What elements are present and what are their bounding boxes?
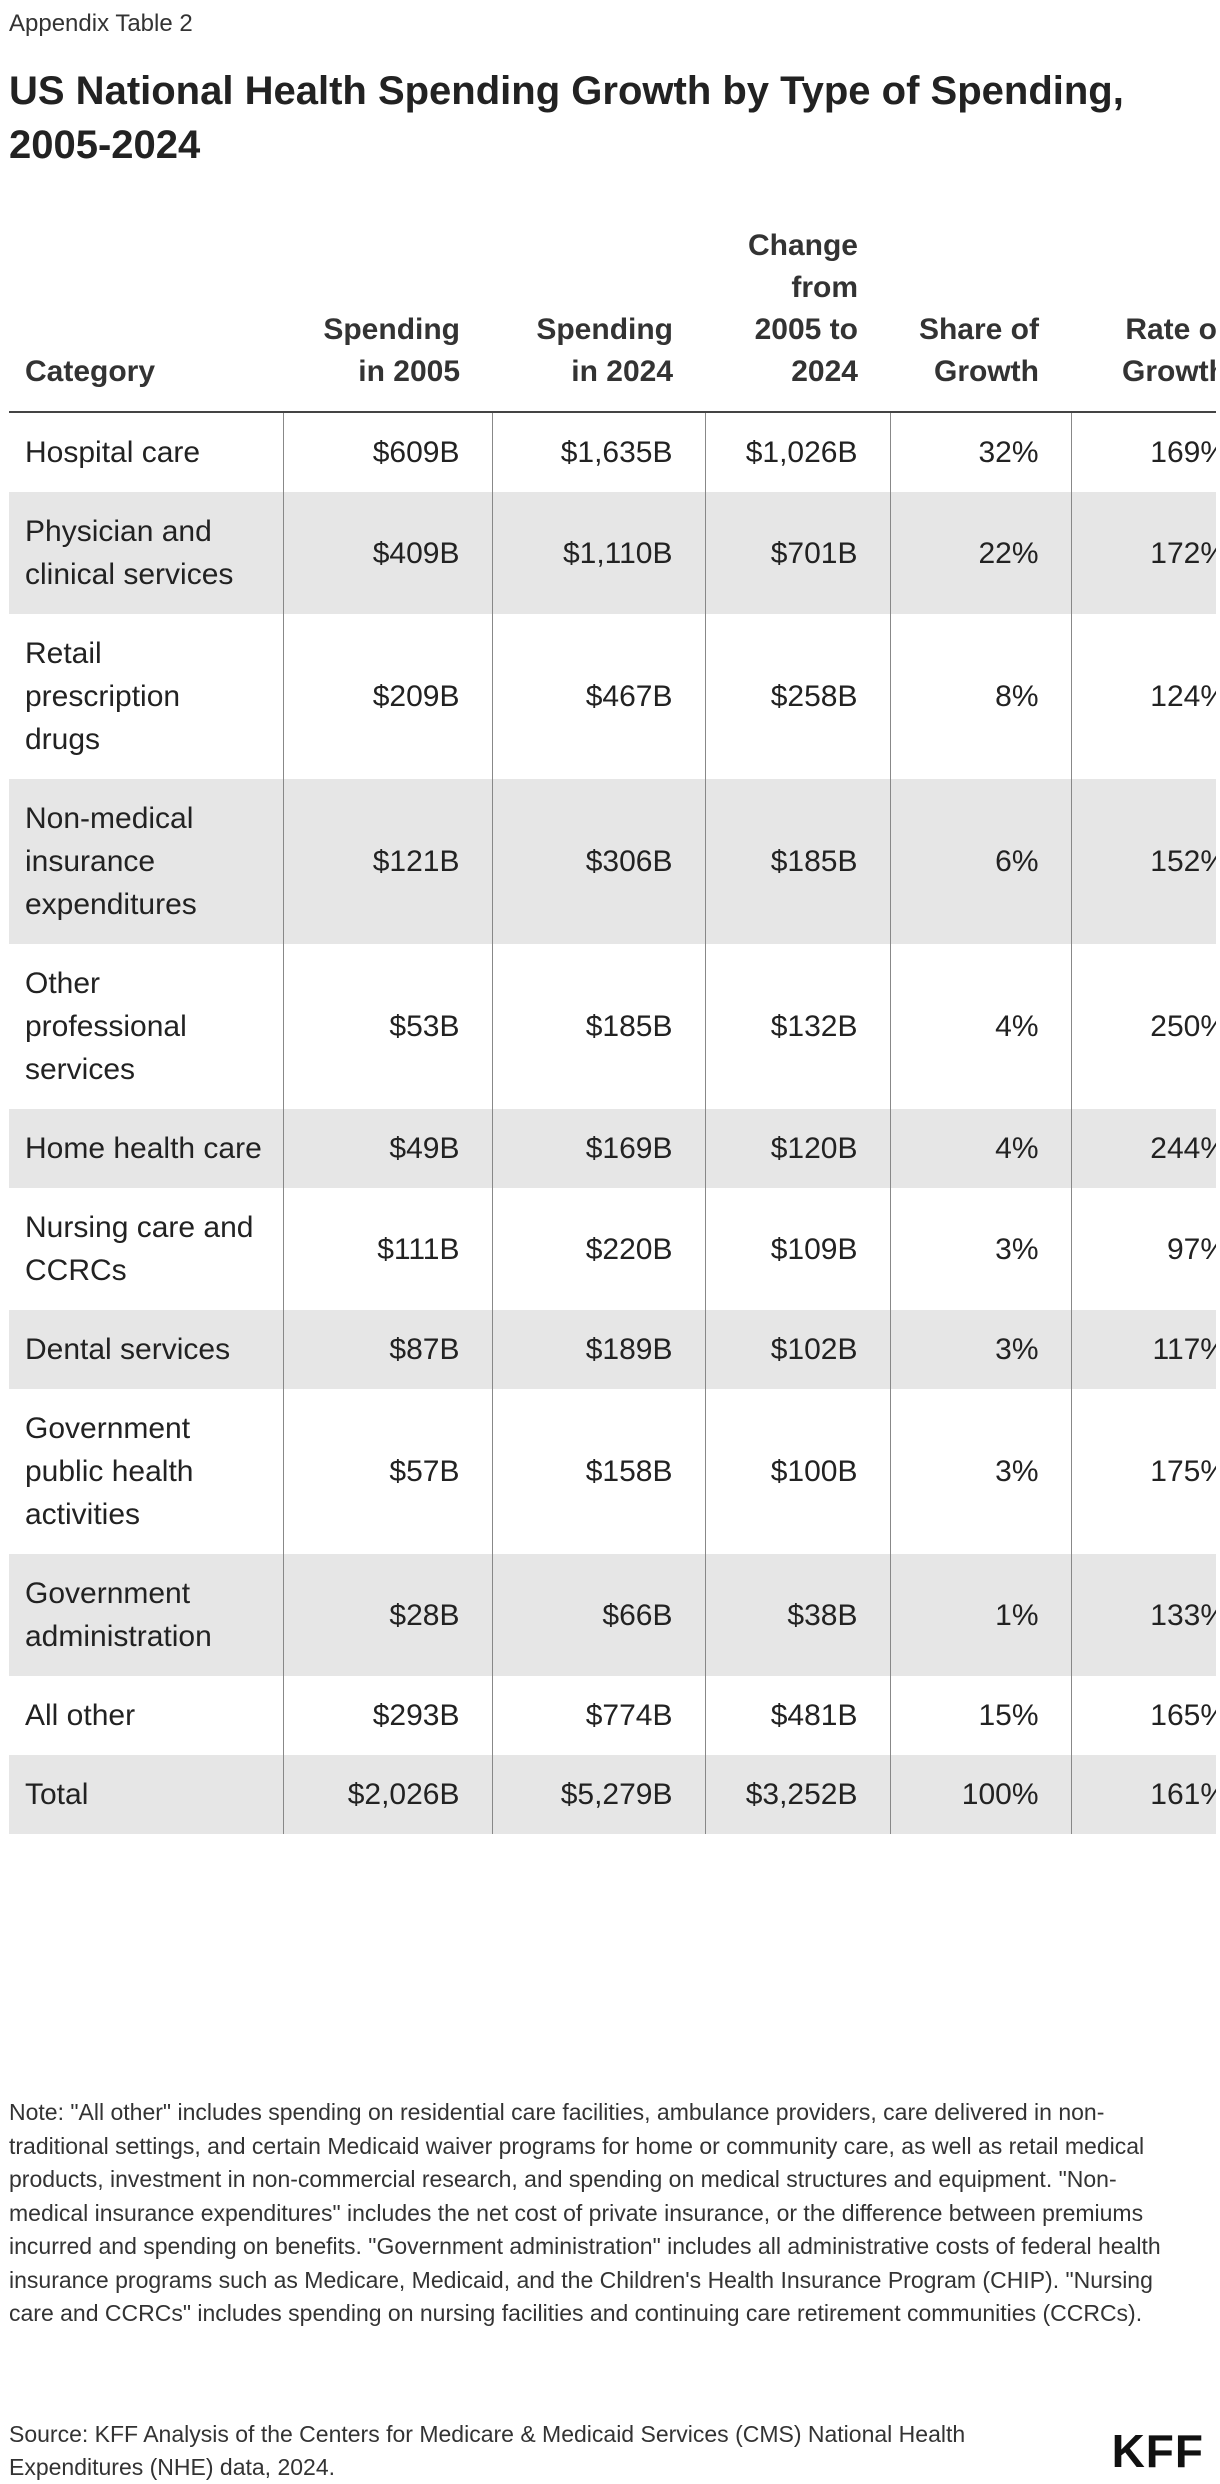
table-row: Physician and clinical services $409B $1,1… — [9, 492, 1216, 614]
table-row: Nursing care and CCRCs $111B $220B $109B 3% 9… — [9, 1188, 1216, 1310]
value-cell: 8% — [889, 614, 1071, 779]
category-cell: All other — [25, 1699, 136, 1732]
value-cell: $1,110B — [491, 492, 705, 614]
value-cell: $87B — [282, 1310, 492, 1389]
value-cell: 161% — [1070, 1755, 1216, 1834]
value-cell: $2,026B — [282, 1755, 492, 1834]
value-cell: $66B — [491, 1554, 705, 1676]
value-cell: $53B — [282, 944, 492, 1109]
value-cell: $258B — [704, 614, 890, 779]
category-cell: Dental services — [9, 1310, 283, 1389]
value-cell: $158B — [491, 1389, 705, 1554]
value-cell: 32% — [889, 412, 1071, 492]
value-cell: $109B — [704, 1188, 890, 1310]
table-title: US National Health Spending Growth by Ty… — [9, 69, 1124, 167]
value-cell: 175% — [1070, 1389, 1216, 1554]
table-row: Non-medical insurance expenditures $121B $… — [9, 779, 1216, 944]
value-cell: $293B — [282, 1676, 492, 1755]
value-cell: 165% — [1070, 1676, 1216, 1755]
value-cell: $38B — [704, 1554, 890, 1676]
value-cell: $3,252B — [704, 1755, 890, 1834]
value-cell: 97% — [1070, 1188, 1216, 1310]
category-cell: Physician and clinical services — [9, 492, 283, 614]
value-cell: 1% — [889, 1554, 1071, 1676]
table-label: Appendix Table 2 — [9, 10, 193, 37]
value-cell: 4% — [889, 1109, 1071, 1188]
table-row: Retail prescription drugs $209B $467B $258B… — [9, 614, 1216, 779]
value-cell: $5,279B — [491, 1755, 705, 1834]
category-cell: Hospital care — [25, 436, 201, 469]
category-cell: Nursing care and CCRCs — [25, 1211, 254, 1287]
value-cell: $220B — [491, 1188, 705, 1310]
value-cell: $189B — [491, 1310, 705, 1389]
value-cell: $609B — [282, 412, 492, 492]
category-cell: Non-medical insurance expenditures — [9, 779, 283, 944]
value-cell: $169B — [491, 1109, 705, 1188]
value-cell: 3% — [889, 1389, 1071, 1554]
data-table: Category Spending in 2005 Spending in 2024… — [9, 225, 1216, 1834]
value-cell: $306B — [491, 779, 705, 944]
value-cell: 22% — [889, 492, 1071, 614]
value-cell: $57B — [282, 1389, 492, 1554]
table-container: Category Spending in 2005 Spending in 2024… — [9, 225, 1216, 1834]
column-header: Change from 2005 to 2024 — [705, 225, 890, 413]
column-header: Rate of Growth — [1071, 225, 1216, 413]
category-cell: Retail prescription drugs — [25, 637, 181, 756]
value-cell: $185B — [491, 944, 705, 1109]
column-header: Share of Growth — [890, 225, 1071, 413]
header-row: Category Spending in 2005 Spending in 2024… — [9, 225, 1216, 413]
value-cell: 6% — [889, 779, 1071, 944]
value-cell: $409B — [282, 492, 492, 614]
value-cell: $209B — [282, 614, 492, 779]
logo: KFF — [1111, 2425, 1204, 2477]
category-cell: Total — [9, 1755, 283, 1834]
column-header: Spending in 2024 — [492, 225, 705, 413]
value-cell: 133% — [1070, 1554, 1216, 1676]
category-cell: Other professional services — [25, 967, 187, 1086]
value-cell: 3% — [889, 1188, 1071, 1310]
value-cell: 124% — [1070, 614, 1216, 779]
column-header: Category — [9, 225, 283, 413]
value-cell: $111B — [282, 1188, 492, 1310]
value-cell: $774B — [491, 1676, 705, 1755]
value-cell: $467B — [491, 614, 705, 779]
value-cell: $100B — [704, 1389, 890, 1554]
value-cell: 117% — [1070, 1310, 1216, 1389]
value-cell: 152% — [1070, 779, 1216, 944]
category-cell: Government public health activities — [25, 1412, 194, 1531]
value-cell: 15% — [889, 1676, 1071, 1755]
value-cell: 100% — [889, 1755, 1071, 1834]
value-cell: $132B — [704, 944, 890, 1109]
value-cell: 169% — [1070, 412, 1216, 492]
value-cell: 250% — [1070, 944, 1216, 1109]
note: Note: "All other" includes spending on r… — [9, 2099, 1161, 2326]
value-cell: $121B — [282, 779, 492, 944]
value-cell: 3% — [889, 1310, 1071, 1389]
table-row: Government administration $28B $66B $38B 1% 1… — [9, 1554, 1216, 1676]
source: Source: KFF Analysis of the Centers for … — [9, 2421, 966, 2480]
value-cell: $701B — [704, 492, 890, 614]
value-cell: 4% — [889, 944, 1071, 1109]
value-cell: $1,635B — [491, 412, 705, 492]
table-row: Government public health activities $57B $… — [9, 1389, 1216, 1554]
category-cell: Home health care — [9, 1109, 283, 1188]
value-cell: $102B — [704, 1310, 890, 1389]
value-cell: 244% — [1070, 1109, 1216, 1188]
value-cell: $1,026B — [704, 412, 890, 492]
value-cell: 172% — [1070, 492, 1216, 614]
category-cell: Government administration — [9, 1554, 283, 1676]
column-header: Spending in 2005 — [283, 225, 492, 413]
value-cell: $481B — [704, 1676, 890, 1755]
value-cell: $185B — [704, 779, 890, 944]
value-cell: $120B — [704, 1109, 890, 1188]
value-cell: $28B — [282, 1554, 492, 1676]
value-cell: $49B — [282, 1109, 492, 1188]
table-row: Other professional services $53B $185B $132… — [9, 944, 1216, 1109]
